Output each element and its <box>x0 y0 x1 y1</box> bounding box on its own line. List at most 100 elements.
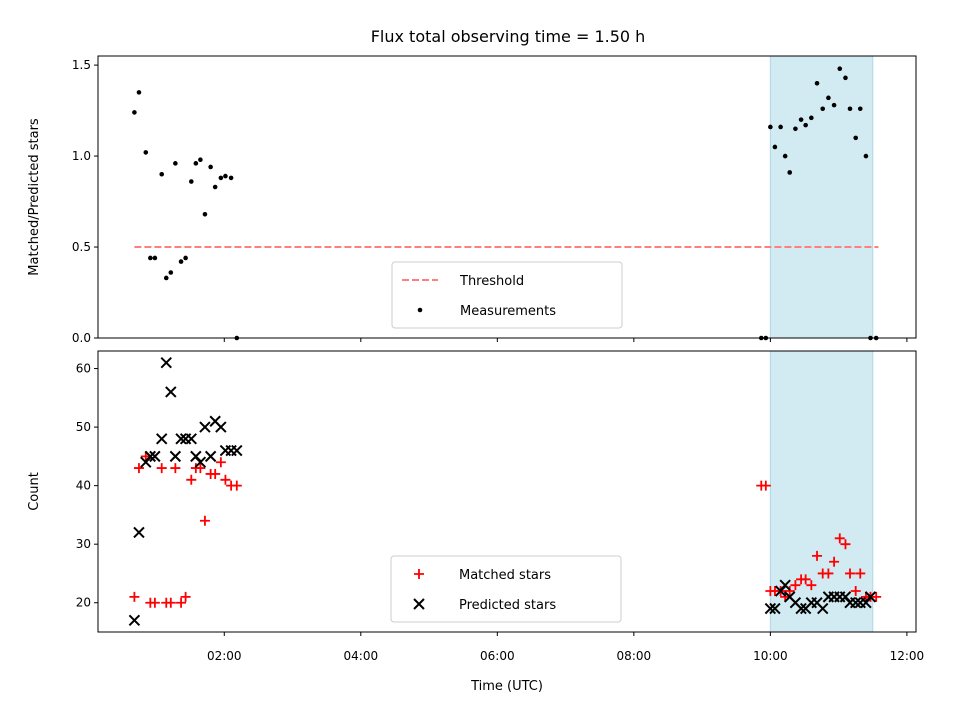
measurement-point <box>787 170 793 175</box>
predicted-star-point <box>779 579 791 591</box>
measurement-point <box>152 255 158 261</box>
legend-box <box>391 261 623 329</box>
matched-star-point <box>210 468 221 479</box>
measurement-point <box>212 184 218 190</box>
predicted-star-point <box>215 421 227 433</box>
plot-frame <box>97 350 917 633</box>
matched-star-point <box>156 463 167 474</box>
matched-star-point <box>231 480 242 491</box>
y-tick-label: 0.0 <box>72 331 91 345</box>
matched-star-point <box>784 586 795 597</box>
x-tick-label: 12:00 <box>890 649 925 663</box>
x-tick-label: 04:00 <box>344 649 379 663</box>
matched-star-point <box>812 550 823 561</box>
x-tick-label: 10:00 <box>753 649 788 663</box>
measurement-point <box>132 110 137 115</box>
chart-title: Flux total observing time = 1.50 h <box>371 27 646 46</box>
x-tick-label: 08:00 <box>617 649 652 663</box>
matched-star-point <box>165 597 176 608</box>
matched-star-point <box>840 539 851 550</box>
measurement-point <box>173 161 178 166</box>
measurement-point <box>218 175 224 181</box>
legend: Threshold Measurements <box>391 261 623 329</box>
measurement-point <box>168 270 174 275</box>
predicted-star-point <box>764 602 777 615</box>
predicted-star-point <box>795 602 807 615</box>
matched-star-point <box>790 580 801 591</box>
x-tick-label: 02:00 <box>207 649 242 663</box>
measurement-point <box>163 275 169 281</box>
predicted-star-point <box>204 450 217 463</box>
measurement-point <box>782 153 788 159</box>
predicted-star-point <box>194 456 207 468</box>
measurement-point <box>809 115 814 121</box>
matched-star-point <box>186 474 197 485</box>
y-tick-label: 50 <box>76 420 91 434</box>
measurement-point <box>843 75 848 81</box>
matched-star-point <box>850 586 861 597</box>
predicted-star-point <box>165 386 177 398</box>
predicted-star-point <box>231 444 243 457</box>
y-axis-label: Matched/Predicted stars <box>27 118 42 276</box>
x-tick-label: 06:00 <box>480 649 515 663</box>
y-tick-label: 40 <box>76 479 91 493</box>
y-tick-label: 0.5 <box>72 240 91 254</box>
measurement-point <box>820 106 826 112</box>
predicted-star-point <box>817 602 829 615</box>
matched-star-point <box>176 597 187 608</box>
y-tick-label: 1.5 <box>72 58 91 72</box>
count-panel: 20 30 40 50 60 02:00 04:00 06:00 08:00 10:00 12:00… <box>27 350 925 694</box>
measurement-point <box>188 179 194 184</box>
measurement-point <box>208 164 213 170</box>
measurement-point <box>853 135 859 141</box>
matched-star-point <box>806 580 817 591</box>
measurement-point <box>826 95 831 101</box>
measurement-point <box>837 66 843 72</box>
legend-box <box>390 555 622 623</box>
measurement-point <box>148 255 153 261</box>
matched-star-point <box>855 568 866 579</box>
predicted-star-point <box>864 591 877 603</box>
predicted-star-point <box>849 597 862 609</box>
measurement-point <box>772 144 778 150</box>
matched-star-point <box>760 480 771 491</box>
predicted-star-point <box>169 450 182 463</box>
shaded-span <box>769 350 874 633</box>
matched-star-point <box>195 463 206 474</box>
matched-star-point <box>800 574 811 585</box>
matched-star-point <box>829 556 840 567</box>
predicted-star-point <box>149 450 161 463</box>
y-tick-label: 20 <box>76 596 91 610</box>
legend-label: Predicted stars <box>459 598 556 613</box>
matched-star-point <box>823 568 834 579</box>
matched-star-point <box>845 568 856 579</box>
measurement-point <box>159 171 165 177</box>
legend-label: Matched stars <box>459 568 551 583</box>
legend-matched-swatch <box>414 569 424 579</box>
predicted-star-point <box>144 450 157 463</box>
shaded-span <box>769 55 874 339</box>
predicted-star-point <box>128 614 141 626</box>
matched-star-point <box>834 533 845 544</box>
matched-star-point <box>129 591 140 602</box>
measurement-point <box>793 126 798 132</box>
measurement-point <box>831 102 837 108</box>
predicted-star-point <box>175 433 187 445</box>
measurement-point <box>768 124 773 130</box>
predicted-star-point <box>185 433 197 445</box>
measurement-point <box>178 259 184 264</box>
y-axis-label: Count <box>27 472 42 511</box>
matched-star-point <box>220 474 231 485</box>
measurement-point <box>193 161 199 166</box>
predicted-star-point <box>156 433 168 445</box>
measurement-point <box>198 157 203 163</box>
measurement-point <box>803 122 808 128</box>
measurement-point <box>778 124 783 130</box>
measurement-point <box>143 150 149 155</box>
predicted-star-point <box>199 421 211 433</box>
measurement-point <box>798 117 804 122</box>
ratio-panel: 0.0 0.5 1.0 1.5 Matched/Predicted stars Thres… <box>27 55 917 345</box>
matched-star-point <box>170 463 181 474</box>
matched-star-point <box>149 597 160 608</box>
